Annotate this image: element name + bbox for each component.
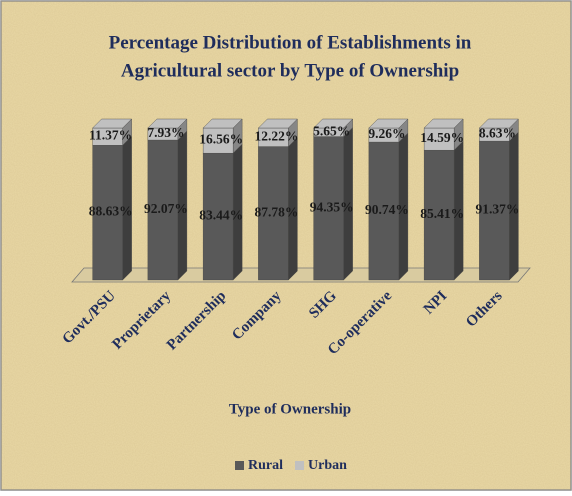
bar-top: [423, 118, 464, 129]
data-label: 12.22%: [254, 128, 298, 143]
bar-top: [92, 118, 133, 129]
bar: [479, 140, 510, 281]
bar: [92, 145, 123, 281]
data-label: 91.37%: [475, 202, 519, 217]
bar: [147, 139, 179, 281]
data-label: 92.07%: [144, 201, 188, 216]
bar: [202, 152, 234, 281]
bar-top: [478, 118, 519, 129]
bar: [258, 146, 289, 281]
legend: Rural Urban: [235, 458, 347, 473]
legend-label: Urban: [308, 458, 347, 473]
bar: [423, 149, 455, 281]
bar-top: [202, 118, 243, 129]
data-label: 85.41%: [420, 206, 464, 221]
data-label: 7.93%: [147, 125, 184, 140]
data-label: 11.37%: [89, 128, 132, 143]
data-label: 5.65%: [313, 123, 350, 138]
data-label: 9.26%: [368, 126, 405, 141]
data-label: 88.63%: [89, 204, 133, 219]
legend-swatch: [295, 461, 304, 470]
bar: [368, 141, 400, 281]
bar: [202, 127, 234, 154]
bar-top: [313, 118, 354, 129]
data-label: 94.35%: [310, 199, 354, 214]
legend-label: Rural: [248, 458, 283, 473]
chart-subtitle: Agricultural sector by Type of Ownership: [121, 60, 459, 81]
bar-top: [147, 118, 188, 129]
data-label: 83.44%: [199, 208, 243, 223]
x-axis-title: Type of Ownership: [229, 401, 351, 417]
data-label: 14.59%: [420, 130, 464, 145]
data-label: 16.56%: [199, 132, 243, 147]
legend-swatch: [235, 461, 244, 470]
data-label: 87.78%: [254, 204, 298, 219]
data-label: 90.74%: [365, 202, 409, 217]
bar-top: [368, 118, 409, 129]
data-label: 8.63%: [479, 126, 516, 141]
bar-top: [257, 118, 298, 129]
chart-title: Percentage Distribution of Establishment…: [109, 32, 472, 53]
